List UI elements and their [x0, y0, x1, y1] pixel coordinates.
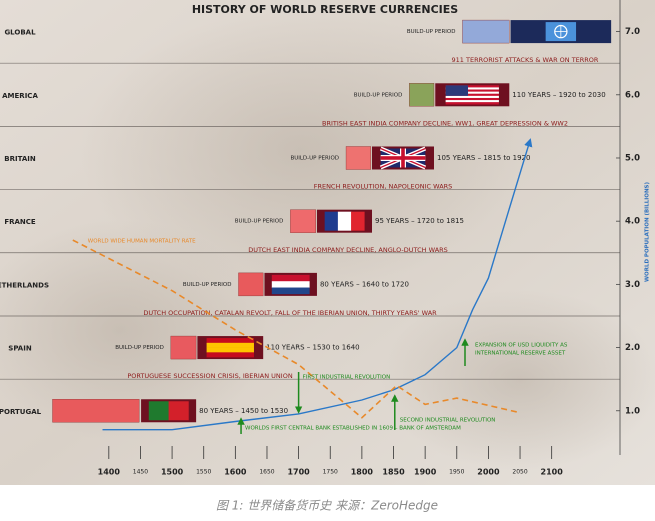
background-texture [380, 290, 655, 470]
series-label: WORLD WIDE HUMAN MORTALITY RATE [88, 239, 196, 245]
chart-title: HISTORY OF WORLD RESERVE CURRENCIES [192, 3, 458, 16]
years-label: 80 YEARS – 1450 to 1530 [199, 407, 288, 415]
caption: 图 1: 世界储备货币史 来源：ZeroHedge [216, 499, 438, 513]
x-tick-label: 1650 [259, 469, 274, 476]
flag-stripe [445, 95, 499, 99]
flag-stripe [206, 352, 254, 358]
flag-stripe [168, 401, 189, 421]
flag-cross [401, 148, 405, 168]
x-tick-label: 2000 [477, 468, 500, 477]
flag-canton [445, 85, 469, 96]
flag-stripe [445, 91, 499, 94]
event-label: DUTCH OCCUPATION, CATALAN REVOLT, FALL O… [143, 309, 437, 317]
annotation-text: SECOND INDUSTRIAL REVOLUTION [400, 418, 496, 424]
row-label: PORTUGAL [0, 408, 42, 416]
flag [206, 338, 254, 358]
flag-stripe [206, 342, 254, 348]
x-tick-label: 1600 [224, 468, 247, 477]
years-label: 80 YEARS – 1640 to 1720 [320, 280, 409, 288]
x-tick-label: 1950 [449, 469, 464, 476]
buildup-label: BUILD-UP PERIOD [235, 219, 284, 225]
flag-stripe [445, 93, 499, 97]
buildup-bar [170, 335, 197, 360]
background-texture [80, 10, 520, 290]
event-label: PORTUGUESE SUCCESSION CRISIS, IBERIAN UN… [127, 372, 293, 380]
row-label: AMERICA [2, 92, 38, 100]
y-tick-label: 7.0 [625, 27, 640, 37]
series-line [72, 239, 521, 419]
y-tick-label: 2.0 [625, 343, 640, 353]
years-label: 105 YEARS – 1815 to 1920 [437, 154, 530, 162]
row-label: NETHERLANDS [0, 281, 49, 289]
flag-stripe [445, 89, 499, 92]
annotation-text: EXPANSION OF USD LIQUIDITY AS [475, 343, 568, 349]
flag-stripe [337, 211, 352, 231]
flag-stripe [206, 347, 254, 353]
flag-stripe [148, 401, 169, 421]
flag-stripe [324, 211, 339, 231]
y-axis-label: WORLD POPULATION (BILLIONS) [645, 181, 651, 282]
flag-stripe [445, 87, 499, 90]
buildup-label: BUILD-UP PERIOD [115, 345, 164, 351]
flag [545, 22, 577, 42]
flag-stripe [271, 281, 310, 288]
flag [271, 274, 310, 295]
buildup-bar [238, 272, 264, 297]
buildup-label: BUILD-UP PERIOD [183, 282, 232, 288]
row-label: SPAIN [8, 345, 32, 353]
y-tick-label: 4.0 [625, 217, 640, 227]
annotation-text: WORLDS FIRST CENTRAL BANK ESTABLISHED IN… [245, 426, 461, 432]
flag-stripe [445, 85, 499, 88]
x-tick-label: 1800 [351, 468, 374, 477]
row-label: FRANCE [4, 218, 36, 226]
flag-stripe [445, 100, 499, 103]
buildup-bar [409, 83, 435, 107]
row-label: BRITAIN [4, 155, 36, 163]
years-label: 110 YEARS – 1530 to 1640 [266, 344, 359, 352]
flag-stripe [445, 97, 499, 101]
flag-stripe [351, 211, 365, 231]
flag-stripe [271, 274, 310, 282]
y-tick-label: 5.0 [625, 153, 640, 163]
event-label: FRENCH REVOLUTION, NAPOLEONIC WARS [314, 183, 453, 191]
flag [324, 211, 365, 231]
x-tick-label: 1700 [287, 468, 310, 477]
row-label: GLOBAL [4, 29, 36, 37]
event-label: BRITISH EAST INDIA COMPANY DECLINE, WW1,… [322, 119, 568, 127]
x-tick-label: 1900 [414, 468, 437, 477]
years-label: 95 YEARS – 1720 to 1815 [375, 217, 464, 225]
flag-stripe [271, 287, 310, 295]
years-label: 110 YEARS – 1920 to 2030 [512, 91, 605, 99]
x-tick-label: 1500 [161, 468, 184, 477]
event-label: 911 TERRORIST ATTACKS & WAR ON TERROR [452, 56, 599, 64]
x-tick-label: 1850 [382, 468, 405, 477]
annotation-text: INTERNATIONAL RESERVE ASSET [475, 351, 566, 357]
y-tick-label: 3.0 [625, 280, 640, 290]
flag-stripe [445, 102, 499, 105]
series-line [102, 138, 533, 431]
y-tick-label: 1.0 [625, 406, 640, 416]
flag [445, 85, 499, 105]
x-tick-label: 2100 [541, 468, 564, 477]
x-tick-label: 1750 [323, 469, 338, 476]
flag [148, 401, 189, 421]
x-tick-label: 1450 [133, 469, 148, 476]
y-tick-label: 6.0 [625, 90, 640, 100]
flag [379, 146, 427, 170]
buildup-bar [290, 209, 316, 233]
buildup-label: BUILD-UP PERIOD [407, 29, 456, 35]
background-texture [0, 220, 270, 440]
buildup-bar [52, 399, 140, 423]
annotation-text: FIRST INDUSTRIAL REVOLUTION [303, 375, 391, 381]
x-tick-label: 1550 [196, 469, 211, 476]
flag-stripe [206, 338, 254, 344]
buildup-label: BUILD-UP PERIOD [290, 155, 339, 161]
x-tick-label: 2050 [512, 469, 527, 476]
buildup-bar [462, 19, 510, 44]
x-tick-label: 1400 [98, 468, 121, 477]
buildup-bar [345, 146, 371, 170]
event-label: DUTCH EAST INDIA COMPANY DECLINE, ANGLO-… [248, 246, 448, 254]
buildup-label: BUILD-UP PERIOD [354, 92, 403, 98]
